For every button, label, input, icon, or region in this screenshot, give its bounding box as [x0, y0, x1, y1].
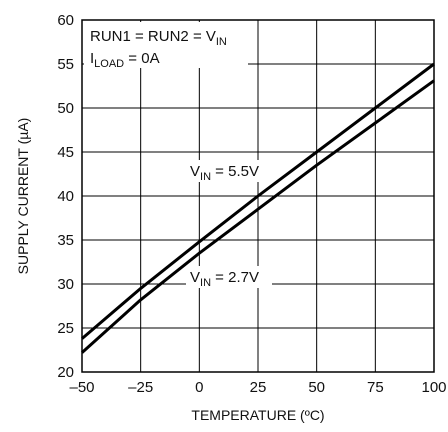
- plot-frame: [81, 19, 435, 373]
- plot-border: [81, 19, 435, 373]
- y-tick-label: 45: [57, 144, 74, 161]
- y-tick-label: 50: [57, 100, 74, 117]
- y-tick-label: 40: [57, 188, 74, 205]
- series-label-5v5-rest: = 5.5V: [211, 163, 259, 180]
- condition-annotation-background: [84, 22, 248, 68]
- series-label-2v7-sub: IN: [200, 277, 211, 289]
- y-axis-title: SUPPLY CURRENT (µA): [15, 118, 31, 275]
- series-label-2v7-background: [186, 266, 272, 288]
- series-label-2v7-main: V: [190, 269, 200, 286]
- condition-line-2: ILOAD = 0A: [90, 50, 160, 70]
- condition-line-2-sub: LOAD: [94, 58, 124, 70]
- condition-line-1: RUN1 = RUN2 = VIN: [90, 28, 227, 48]
- y-tick-label: 60: [57, 12, 74, 29]
- x-tick-label: 100: [421, 379, 446, 396]
- x-tick-label: –50: [69, 379, 94, 396]
- y-tick-label: 55: [57, 56, 74, 73]
- condition-line-1-sub: IN: [216, 36, 227, 48]
- series-label-5v5-background: [186, 160, 272, 182]
- y-tick-label: 25: [57, 320, 74, 337]
- series-line-1: [80, 79, 435, 354]
- tick-labels: –50 –25 0 25 50 75 100 20 25 30 35 40 45 50 55 60: [57, 12, 446, 396]
- x-tick-label: 25: [250, 379, 267, 396]
- condition-line-1-main: RUN1 = RUN2 = V: [90, 28, 216, 45]
- y-tick-label: 30: [57, 276, 74, 293]
- series-label-5v5-text: VIN = 5.5V: [190, 163, 259, 183]
- y-tick-label: 20: [57, 364, 74, 381]
- series-label-5v5-main: V: [190, 163, 200, 180]
- series-label-5v5: VIN = 5.5V: [186, 160, 272, 183]
- condition-annotation: RUN1 = RUN2 = VIN ILOAD = 0A: [84, 22, 248, 70]
- series-label-2v7-text: VIN = 2.7V: [190, 269, 259, 289]
- x-tick-label: 50: [308, 379, 325, 396]
- y-tick-label: 35: [57, 232, 74, 249]
- series-label-2v7: VIN = 2.7V: [186, 266, 272, 289]
- condition-line-2-main: I: [90, 50, 94, 67]
- series-line-0: [81, 62, 435, 340]
- series-label-5v5-sub: IN: [200, 171, 211, 183]
- condition-line-2-rest: = 0A: [124, 50, 159, 67]
- series-lines: [80, 62, 435, 354]
- x-axis-title: TEMPERATURE (ºC): [191, 407, 324, 423]
- x-tick-label: 0: [195, 379, 203, 396]
- x-tick-label: 75: [367, 379, 384, 396]
- series-label-2v7-rest: = 2.7V: [211, 269, 259, 286]
- x-tick-label: –25: [128, 379, 153, 396]
